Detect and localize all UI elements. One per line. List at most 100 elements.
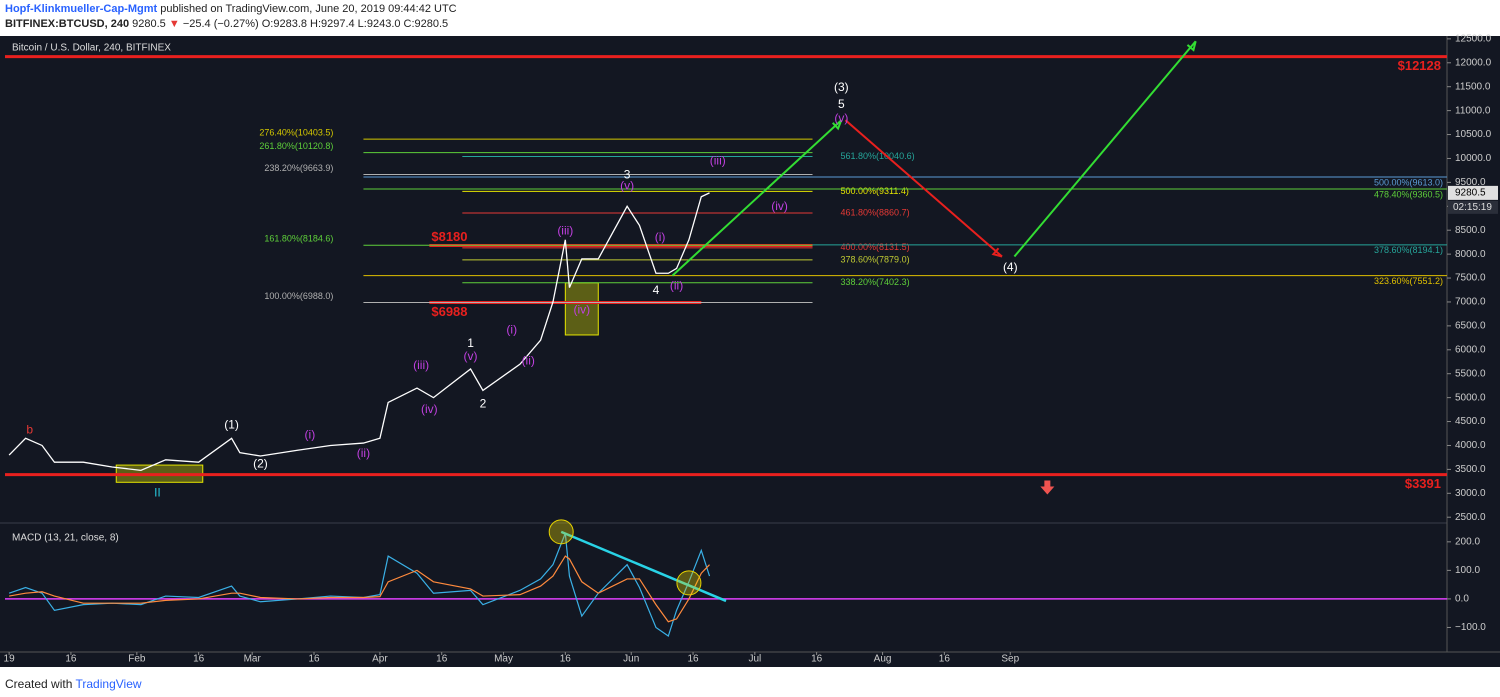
y-tick-label: 2500.0 — [1455, 512, 1486, 523]
fib-label: 400.00%(8131.5) — [841, 242, 910, 252]
y-tick-label: 6000.0 — [1455, 344, 1486, 355]
macd-title: MACD (13, 21, close, 8) — [12, 533, 119, 544]
chart-background — [0, 36, 1500, 667]
x-tick-label: Mar — [244, 654, 262, 665]
fib-label: 500.00%(9311.4) — [841, 186, 909, 196]
fib-label: 378.60%(8194.1) — [1374, 245, 1443, 255]
y-tick-label: 5500.0 — [1455, 368, 1486, 379]
x-tick-label: Aug — [874, 654, 892, 665]
y-tick-label: 12000.0 — [1455, 57, 1492, 68]
ohlc-label: O: — [261, 18, 274, 30]
wave-label: (iv) — [771, 199, 788, 213]
x-tick-label: Jun — [623, 654, 639, 665]
chart-title: Bitcoin / U.S. Dollar, 240, BITFINEX — [12, 43, 171, 54]
fib-label: 338.20%(7402.3) — [841, 277, 910, 287]
y-tick-label: 100.0 — [1455, 565, 1480, 576]
created: Created with — [5, 677, 73, 691]
fib-label: 500.00%(9613.0) — [1374, 177, 1443, 187]
level-label: $6988 — [431, 304, 467, 319]
x-tick-label: 16 — [687, 654, 699, 665]
series-line — [8, 192, 710, 472]
wave-label: (iii) — [710, 153, 726, 167]
change: −25.4 (−0.27%) — [182, 18, 259, 30]
wave-label: (iv) — [573, 302, 590, 316]
fib-label: 161.80%(8184.6) — [264, 234, 333, 244]
wave-label: (ii) — [357, 446, 370, 460]
last: 9280.5 — [132, 18, 166, 30]
y-tick-label: 8000.0 — [1455, 249, 1486, 260]
countdown-box — [1448, 200, 1498, 214]
wave-label: (v) — [464, 349, 478, 363]
ohlc-label: L: — [357, 18, 367, 30]
last-price-box — [1448, 185, 1498, 200]
published: published on TradingView.com, June 20, 2… — [160, 3, 457, 15]
wave-label: (iii) — [413, 358, 429, 372]
ohlc-label: C: — [403, 18, 415, 30]
x-tick-label: Sep — [1001, 654, 1019, 665]
x-tick-label: Apr — [372, 654, 388, 665]
x-tick-label: 16 — [811, 654, 823, 665]
wave-label: (i) — [655, 230, 666, 244]
fib-label: 261.80%(10120.8) — [259, 141, 333, 151]
y-tick-label: 12500.0 — [1455, 34, 1492, 45]
last-price-label: 9280.5 — [1455, 188, 1486, 199]
arrow — [671, 119, 843, 277]
y-tick-label: 6500.0 — [1455, 321, 1486, 332]
fib-label: 238.20%(9663.9) — [264, 163, 333, 173]
highlight-circle — [548, 519, 574, 545]
x-tick-label: Jul — [748, 654, 761, 665]
wave-label: (ii) — [522, 353, 535, 367]
level-label: $3391 — [1405, 476, 1441, 491]
wave-label: (v) — [834, 111, 848, 125]
y-tick-label: 5000.0 — [1455, 392, 1486, 403]
y-tick-label: 200.0 — [1455, 536, 1480, 547]
arrow — [844, 119, 1003, 258]
ohlc: O:9283.8 H:9297.4 L:9243.0 C:9280.5 — [262, 18, 451, 30]
x-tick-label: 16 — [308, 654, 320, 665]
wave-label: (i) — [305, 427, 316, 441]
ohlc-value: 9283.8 — [273, 18, 307, 30]
arrow-head — [991, 247, 1003, 258]
fib-label: 478.40%(9360.5) — [1374, 189, 1443, 199]
y-tick-label: 9500.0 — [1455, 177, 1486, 188]
brand[interactable]: TradingView — [75, 677, 142, 691]
x-tick-label: 16 — [193, 654, 205, 665]
arrow-head — [1186, 41, 1197, 52]
wave-label: (ii) — [670, 278, 683, 292]
wave-label: 4 — [653, 283, 660, 297]
x-tick-label: 16 — [560, 654, 572, 665]
header-line-1: Hopf-Klinkmueller-Cap-Mgmt published on … — [5, 3, 457, 15]
wave-label: 1 — [467, 336, 474, 350]
fib-label: 561.80%(10040.6) — [841, 151, 915, 161]
x-tick-label: 16 — [939, 654, 951, 665]
highlight-box — [564, 282, 599, 336]
wave-label: 3 — [624, 167, 631, 181]
y-tick-label: 7000.0 — [1455, 297, 1486, 308]
x-tick-label: 19 — [4, 654, 16, 665]
x-tick-label: 16 — [65, 654, 77, 665]
y-tick-label: −100.0 — [1455, 622, 1486, 633]
author[interactable]: Hopf-Klinkmueller-Cap-Mgmt — [5, 3, 158, 15]
wave-label: (3) — [834, 80, 849, 94]
ohlc-value: 9280.5 — [414, 18, 449, 30]
x-tick-label: 16 — [436, 654, 448, 665]
y-tick-label: 11000.0 — [1455, 105, 1491, 116]
level-label: $8180 — [431, 229, 467, 244]
y-tick-label: 4000.0 — [1455, 440, 1486, 451]
series-line — [9, 555, 710, 623]
y-tick-label: 7500.0 — [1455, 273, 1486, 284]
countdown-label: 02:15:19 — [1453, 202, 1492, 213]
x-tick-label: Feb — [128, 654, 146, 665]
wave-label: (4) — [1003, 260, 1018, 274]
wave-label: (2) — [253, 456, 268, 470]
y-tick-label: 4500.0 — [1455, 416, 1486, 427]
y-tick-label: 11500.0 — [1455, 81, 1491, 92]
y-tick-label: 3500.0 — [1455, 464, 1486, 475]
y-tick-label: 10000.0 — [1455, 153, 1492, 164]
x-tick-label: May — [494, 654, 513, 665]
y-tick-label: 0.0 — [1455, 594, 1469, 605]
down-arrow-marker — [1040, 480, 1055, 495]
wave-label: (1) — [224, 417, 239, 431]
y-tick-label: 10500.0 — [1455, 129, 1492, 140]
